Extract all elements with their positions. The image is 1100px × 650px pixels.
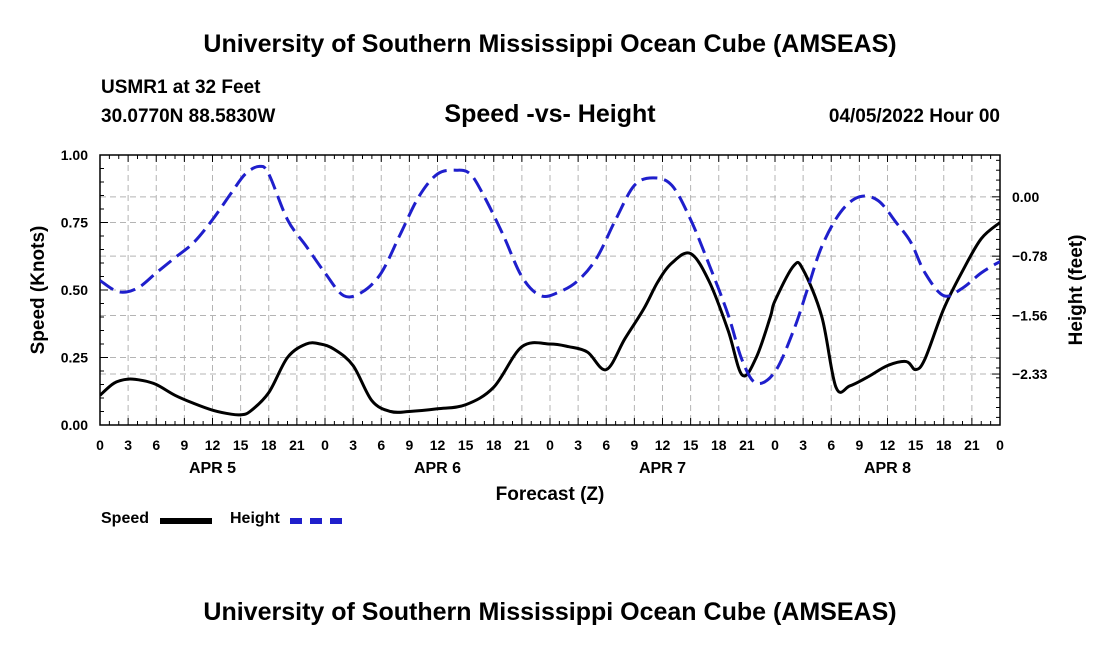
- main-title: University of Southern Mississippi Ocean…: [203, 30, 897, 58]
- x-tick-label: 6: [377, 437, 385, 453]
- x-tick-label: 6: [152, 437, 160, 453]
- y2-tick-label: −2.33: [1012, 366, 1048, 382]
- x-tick-label: 18: [936, 437, 952, 453]
- x-tick-label: 9: [630, 437, 638, 453]
- x-tick-label: 12: [655, 437, 671, 453]
- forecast-datetime: 04/05/2022 Hour 00: [828, 106, 1000, 127]
- x-tick-label: 9: [405, 437, 413, 453]
- x-tick-label: 3: [124, 437, 132, 453]
- x-tick-label: 21: [739, 437, 755, 453]
- x-tick-label: 6: [602, 437, 610, 453]
- x-tick-label: 0: [96, 437, 104, 453]
- x-day-label: APR 8: [864, 460, 911, 477]
- coordinates-label: 30.0770N 88.5830W: [101, 106, 276, 127]
- y-tick-label: 0.75: [61, 215, 88, 231]
- x-tick-label: 12: [880, 437, 896, 453]
- legend-height-swatch: [290, 518, 342, 524]
- station-label: USMR1 at 32 Feet: [101, 77, 261, 98]
- x-day-label: APR 7: [639, 460, 686, 477]
- x-tick-label: 3: [574, 437, 582, 453]
- x-tick-label: 12: [205, 437, 221, 453]
- legend-height-label: Height: [230, 510, 280, 527]
- x-tick-label: 15: [458, 437, 474, 453]
- series-line-height: [100, 164, 1000, 386]
- x-tick-label: 15: [233, 437, 249, 453]
- y-tick-label: 0.25: [61, 350, 88, 366]
- x-tick-label: 21: [964, 437, 980, 453]
- x-tick-label: 0: [771, 437, 779, 453]
- y2-tick-label: 0.00: [1012, 189, 1039, 205]
- x-tick-label: 0: [546, 437, 554, 453]
- y-tick-label: 0.00: [61, 417, 88, 433]
- legend-speed-swatch: [160, 518, 212, 524]
- x-day-label: APR 5: [189, 460, 236, 477]
- x-tick-label: 3: [349, 437, 357, 453]
- x-tick-label: 6: [827, 437, 835, 453]
- legend-speed-label: Speed: [101, 510, 150, 527]
- y2-tick-label: −1.56: [1012, 307, 1048, 323]
- x-tick-label: 18: [711, 437, 727, 453]
- x-tick-label: 0: [321, 437, 329, 453]
- y2-axis-title: Height (feet): [1066, 235, 1087, 346]
- x-tick-label: 21: [289, 437, 305, 453]
- series-line-speed: [100, 221, 1000, 417]
- x-tick-label: 15: [908, 437, 924, 453]
- x-tick-label: 12: [430, 437, 446, 453]
- y-tick-label: 0.50: [61, 282, 88, 298]
- chart-subtitle: Speed -vs- Height: [444, 100, 656, 128]
- y-tick-label: 1.00: [61, 147, 88, 163]
- x-tick-label: 18: [486, 437, 502, 453]
- y-axis-title: Speed (Knots): [28, 226, 49, 355]
- x-tick-label: 15: [683, 437, 699, 453]
- footer-title: University of Southern Mississippi Ocean…: [203, 598, 897, 626]
- x-axis-title: Forecast (Z): [496, 484, 605, 505]
- x-tick-label: 21: [514, 437, 530, 453]
- x-tick-label: 18: [261, 437, 277, 453]
- x-tick-label: 9: [855, 437, 863, 453]
- y2-tick-label: −0.78: [1012, 248, 1048, 264]
- x-tick-label: 0: [996, 437, 1004, 453]
- x-tick-label: 9: [180, 437, 188, 453]
- x-tick-label: 3: [799, 437, 807, 453]
- x-day-label: APR 6: [414, 460, 461, 477]
